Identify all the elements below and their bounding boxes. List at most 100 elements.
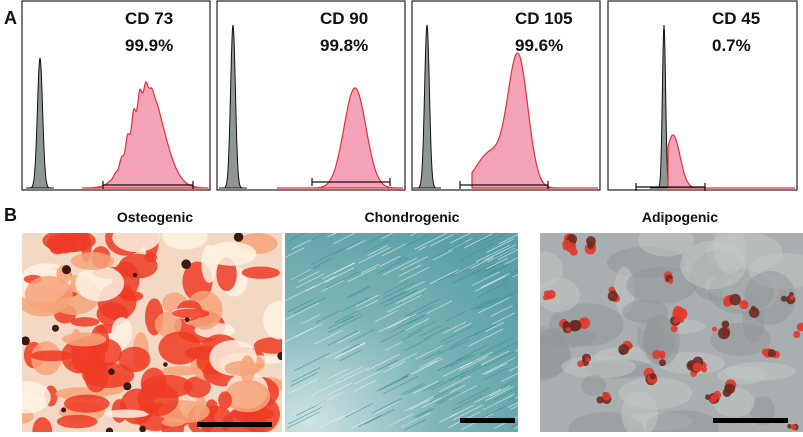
texture bbox=[70, 317, 100, 327]
texture bbox=[481, 244, 517, 262]
texture bbox=[293, 297, 327, 314]
texture bbox=[320, 279, 344, 293]
texture bbox=[201, 244, 217, 283]
texture bbox=[721, 320, 730, 329]
texture bbox=[22, 336, 30, 346]
texture bbox=[383, 289, 417, 308]
texture bbox=[349, 329, 375, 343]
marker-peak bbox=[277, 87, 403, 189]
texture bbox=[382, 257, 418, 276]
texture bbox=[510, 423, 518, 429]
texture bbox=[516, 269, 518, 272]
texture bbox=[71, 252, 115, 270]
texture bbox=[383, 376, 419, 395]
texture bbox=[486, 257, 509, 270]
marker-peak bbox=[471, 52, 598, 189]
texture bbox=[540, 251, 564, 288]
texture bbox=[510, 405, 518, 410]
texture bbox=[315, 310, 340, 323]
micrograph bbox=[285, 233, 518, 432]
texture bbox=[486, 238, 514, 253]
gate-bar bbox=[102, 181, 194, 189]
texture bbox=[403, 396, 434, 412]
texture bbox=[767, 349, 777, 358]
texture bbox=[645, 410, 719, 432]
texture bbox=[399, 266, 430, 283]
scale-bar bbox=[713, 418, 788, 423]
texture bbox=[409, 360, 437, 375]
texture bbox=[413, 408, 432, 418]
texture bbox=[436, 342, 461, 356]
texture bbox=[423, 326, 450, 340]
texture bbox=[96, 323, 116, 334]
texture bbox=[477, 281, 508, 298]
texture bbox=[607, 290, 619, 302]
texture bbox=[335, 408, 360, 421]
texture bbox=[407, 314, 427, 325]
texture bbox=[426, 300, 453, 315]
texture bbox=[561, 355, 637, 379]
texture bbox=[112, 233, 161, 252]
texture bbox=[739, 300, 749, 310]
texture bbox=[300, 314, 320, 325]
texture bbox=[387, 313, 417, 329]
texture bbox=[409, 233, 417, 237]
texture bbox=[341, 343, 361, 354]
texture bbox=[163, 362, 168, 367]
texture bbox=[442, 361, 472, 377]
texture bbox=[372, 397, 403, 414]
texture bbox=[492, 248, 513, 259]
marker-percent: 99.9% bbox=[125, 36, 173, 55]
texture bbox=[670, 325, 678, 333]
texture bbox=[790, 424, 797, 430]
texture bbox=[51, 324, 59, 332]
texture bbox=[333, 262, 356, 274]
texture bbox=[123, 382, 132, 391]
texture bbox=[158, 331, 202, 365]
texture bbox=[569, 248, 578, 256]
texture bbox=[108, 368, 115, 375]
gate-bar bbox=[459, 181, 549, 189]
texture bbox=[602, 392, 611, 401]
texture bbox=[780, 295, 788, 302]
texture bbox=[388, 413, 414, 427]
texture bbox=[659, 359, 666, 367]
texture bbox=[416, 408, 435, 418]
texture bbox=[162, 233, 208, 250]
texture bbox=[382, 360, 406, 373]
texture bbox=[388, 352, 418, 368]
texture bbox=[504, 257, 518, 265]
texture bbox=[673, 318, 680, 324]
texture bbox=[139, 425, 146, 432]
texture bbox=[493, 387, 518, 401]
texture bbox=[327, 315, 353, 330]
texture bbox=[334, 306, 367, 323]
texture bbox=[581, 375, 606, 397]
texture bbox=[390, 314, 425, 333]
texture bbox=[326, 382, 353, 396]
texture bbox=[396, 249, 420, 262]
texture bbox=[515, 396, 518, 399]
texture bbox=[484, 350, 516, 367]
texture bbox=[374, 310, 398, 323]
texture bbox=[430, 339, 454, 352]
texture bbox=[285, 247, 305, 258]
texture bbox=[512, 399, 518, 404]
texture bbox=[482, 233, 499, 241]
texture bbox=[364, 409, 395, 425]
texture bbox=[294, 353, 330, 371]
texture bbox=[454, 261, 480, 275]
texture bbox=[233, 233, 244, 242]
texture bbox=[480, 350, 510, 366]
image-title: Osteogenic bbox=[117, 209, 193, 225]
texture bbox=[346, 284, 372, 298]
texture bbox=[439, 375, 471, 392]
texture bbox=[482, 393, 516, 411]
texture bbox=[437, 270, 460, 283]
texture bbox=[487, 247, 516, 263]
texture bbox=[514, 349, 518, 352]
texture bbox=[468, 328, 504, 347]
texture bbox=[218, 391, 232, 410]
texture bbox=[451, 331, 481, 347]
